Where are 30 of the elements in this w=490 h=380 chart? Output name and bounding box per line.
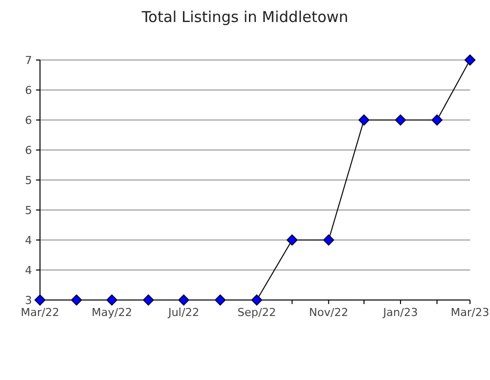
y-tick-label: 6: [25, 144, 32, 157]
x-tick-label: Nov/22: [309, 306, 348, 319]
point: [323, 234, 334, 246]
point: [251, 294, 262, 306]
y-tick-label: 6: [25, 84, 32, 97]
point: [71, 294, 82, 306]
point: [142, 294, 154, 306]
x-tick-label: Jul/22: [167, 306, 200, 319]
point: [286, 234, 298, 246]
y-tick-label: 5: [25, 204, 32, 217]
point: [34, 294, 46, 306]
point: [464, 54, 476, 66]
y-tick-label: 6: [25, 114, 32, 127]
point: [106, 294, 118, 306]
point: [394, 114, 406, 126]
point: [178, 294, 190, 306]
y-tick-label: 3: [25, 294, 32, 307]
point: [214, 294, 226, 306]
x-tick-label: Jan/23: [382, 306, 418, 319]
y-tick-label: 4: [25, 234, 32, 247]
point: [358, 114, 370, 126]
y-tick-label: 5: [25, 174, 32, 187]
chart-title: Total Listings in Middletown: [140, 8, 348, 26]
x-tick-label: Sep/22: [238, 306, 276, 319]
y-tick-label: 4: [25, 264, 32, 277]
x-tick-label: May/22: [92, 306, 132, 319]
x-tick-label: Mar/22: [20, 306, 60, 319]
x-tick-label: Mar/23: [450, 306, 490, 319]
y-tick-label: 7: [25, 54, 32, 67]
point: [432, 114, 443, 126]
